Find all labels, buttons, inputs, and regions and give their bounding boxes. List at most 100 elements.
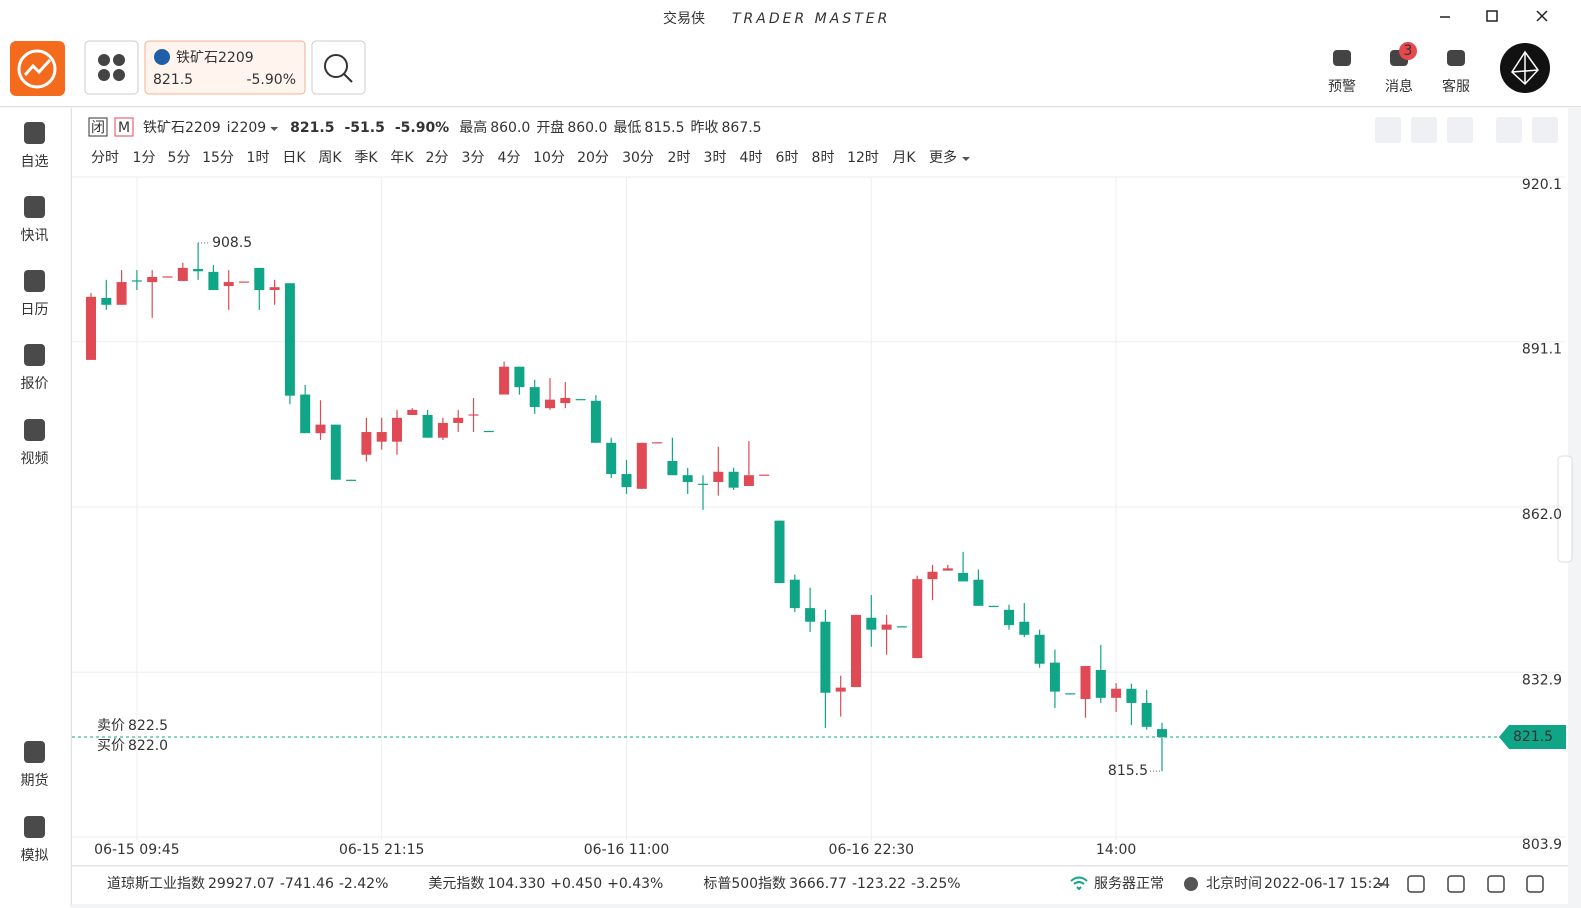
action-icon[interactable] xyxy=(1447,50,1465,66)
candle-body xyxy=(392,417,402,442)
logo-mark xyxy=(23,58,52,76)
candle-body xyxy=(468,414,479,416)
period-tab[interactable]: 月K xyxy=(892,150,916,166)
index-value: 29927.07 xyxy=(208,876,275,892)
candle-body xyxy=(1034,634,1045,664)
period-tab[interactable]: 周K xyxy=(318,150,342,166)
index-name: 美元指数 xyxy=(428,876,484,892)
tool-button[interactable] xyxy=(1496,117,1522,143)
candle-body xyxy=(1049,662,1060,692)
period-tab[interactable]: 20分 xyxy=(577,150,609,166)
sidebar-label: 快讯 xyxy=(21,228,49,244)
tool-button[interactable] xyxy=(1447,117,1473,143)
period-tab[interactable]: 5分 xyxy=(168,150,191,166)
sidebar-label: 期货 xyxy=(21,772,49,789)
stat-value: 867.5 xyxy=(722,120,762,136)
period-tab[interactable]: 30分 xyxy=(622,150,654,166)
candle-body xyxy=(560,397,571,404)
sidebar-icon[interactable] xyxy=(24,270,45,292)
index-name: 标普500指数 xyxy=(703,876,786,892)
period-tab[interactable]: 4时 xyxy=(740,150,763,166)
candle-body xyxy=(896,626,907,628)
change: -51.5 xyxy=(344,120,384,136)
candle-body xyxy=(147,276,158,283)
x-tick-label: 06-15 09:45 xyxy=(94,842,179,858)
period-tab[interactable]: 更多 xyxy=(929,149,957,166)
search-button[interactable] xyxy=(311,40,366,95)
sidebar-icon[interactable] xyxy=(24,122,45,144)
candle-body xyxy=(1065,693,1076,695)
time-value: 2022-06-17 15:24 xyxy=(1264,876,1390,892)
period-tab[interactable]: 1分 xyxy=(133,150,156,166)
footer-tool[interactable] xyxy=(1526,875,1544,893)
candle-body xyxy=(743,475,754,486)
action-icon[interactable] xyxy=(1333,50,1351,66)
candle-body xyxy=(927,571,938,580)
period-tab[interactable]: 12时 xyxy=(847,150,879,166)
tool-button[interactable] xyxy=(1375,117,1401,143)
period-tab[interactable]: 8时 xyxy=(812,150,835,166)
maximize-button[interactable] xyxy=(1486,10,1498,22)
footer-tool[interactable] xyxy=(1407,875,1425,893)
y-tick-label: 862.0 xyxy=(1522,507,1562,523)
apps-button[interactable] xyxy=(84,40,139,95)
server-status: 服务器正常 xyxy=(1094,876,1164,892)
x-tick-label: 14:00 xyxy=(1096,842,1136,858)
candle-body xyxy=(698,483,708,485)
sidebar-icon[interactable] xyxy=(24,344,45,366)
candle-body xyxy=(422,414,433,438)
more-caret xyxy=(962,157,970,161)
period-tab[interactable]: 季K xyxy=(354,150,378,166)
period-tab[interactable]: 分时 xyxy=(91,150,119,166)
search-icon xyxy=(324,54,348,78)
bid-label: 买价 xyxy=(97,738,125,754)
close-button[interactable] xyxy=(1536,10,1548,22)
candle-body xyxy=(239,281,249,283)
period-tab[interactable]: 10分 xyxy=(533,150,565,166)
sidebar-icon[interactable] xyxy=(24,741,45,763)
sidebar-icon[interactable] xyxy=(24,196,45,218)
candle-body xyxy=(713,471,724,483)
action-label: 预警 xyxy=(1328,79,1356,95)
period-tab[interactable]: 2时 xyxy=(668,150,691,166)
candle-body xyxy=(361,432,372,455)
footer-tool[interactable] xyxy=(1487,875,1505,893)
panel-handle[interactable] xyxy=(1557,455,1573,563)
dropdown-caret xyxy=(270,127,279,131)
status-box xyxy=(88,117,108,137)
candle-body xyxy=(346,479,357,481)
candle-body xyxy=(208,271,219,291)
period-tab[interactable]: 15分 xyxy=(202,150,234,166)
candle-body xyxy=(636,442,647,489)
clock-icon xyxy=(1184,877,1198,891)
tool-button[interactable] xyxy=(1411,117,1437,143)
instrument-tab[interactable] xyxy=(144,40,306,95)
period-tab[interactable]: 6时 xyxy=(776,150,799,166)
candle-body xyxy=(652,442,663,444)
period-tab[interactable]: 2分 xyxy=(426,150,449,166)
candle-body xyxy=(789,579,800,609)
y-tick-label: 832.9 xyxy=(1522,672,1562,688)
candle-body xyxy=(988,605,999,608)
period-tab[interactable]: 年K xyxy=(390,150,414,166)
tab-name: 铁矿石2209 xyxy=(176,50,254,66)
sidebar-icon[interactable] xyxy=(24,419,45,441)
instrument-name: 铁矿石2209 xyxy=(143,120,221,136)
sidebar-icon[interactable] xyxy=(24,816,45,838)
tool-button[interactable] xyxy=(1532,117,1558,143)
candle-body xyxy=(254,267,265,291)
footer-tool[interactable] xyxy=(1447,875,1465,893)
action-label: 消息 xyxy=(1385,78,1413,95)
candle-body xyxy=(177,267,188,281)
period-tab[interactable]: 3时 xyxy=(704,150,727,166)
app-name: 交易侠 xyxy=(663,10,705,27)
sidebar-label: 模拟 xyxy=(21,848,49,864)
apps-icon xyxy=(98,54,125,81)
min-marker: 815.5 xyxy=(1108,763,1148,779)
period-tab[interactable]: 日K xyxy=(282,150,306,166)
period-tab[interactable]: 3分 xyxy=(462,150,485,166)
candle-body xyxy=(131,280,142,282)
period-tab[interactable]: 4分 xyxy=(498,150,521,166)
period-tab[interactable]: 1时 xyxy=(247,150,270,166)
candle-body xyxy=(575,399,586,401)
